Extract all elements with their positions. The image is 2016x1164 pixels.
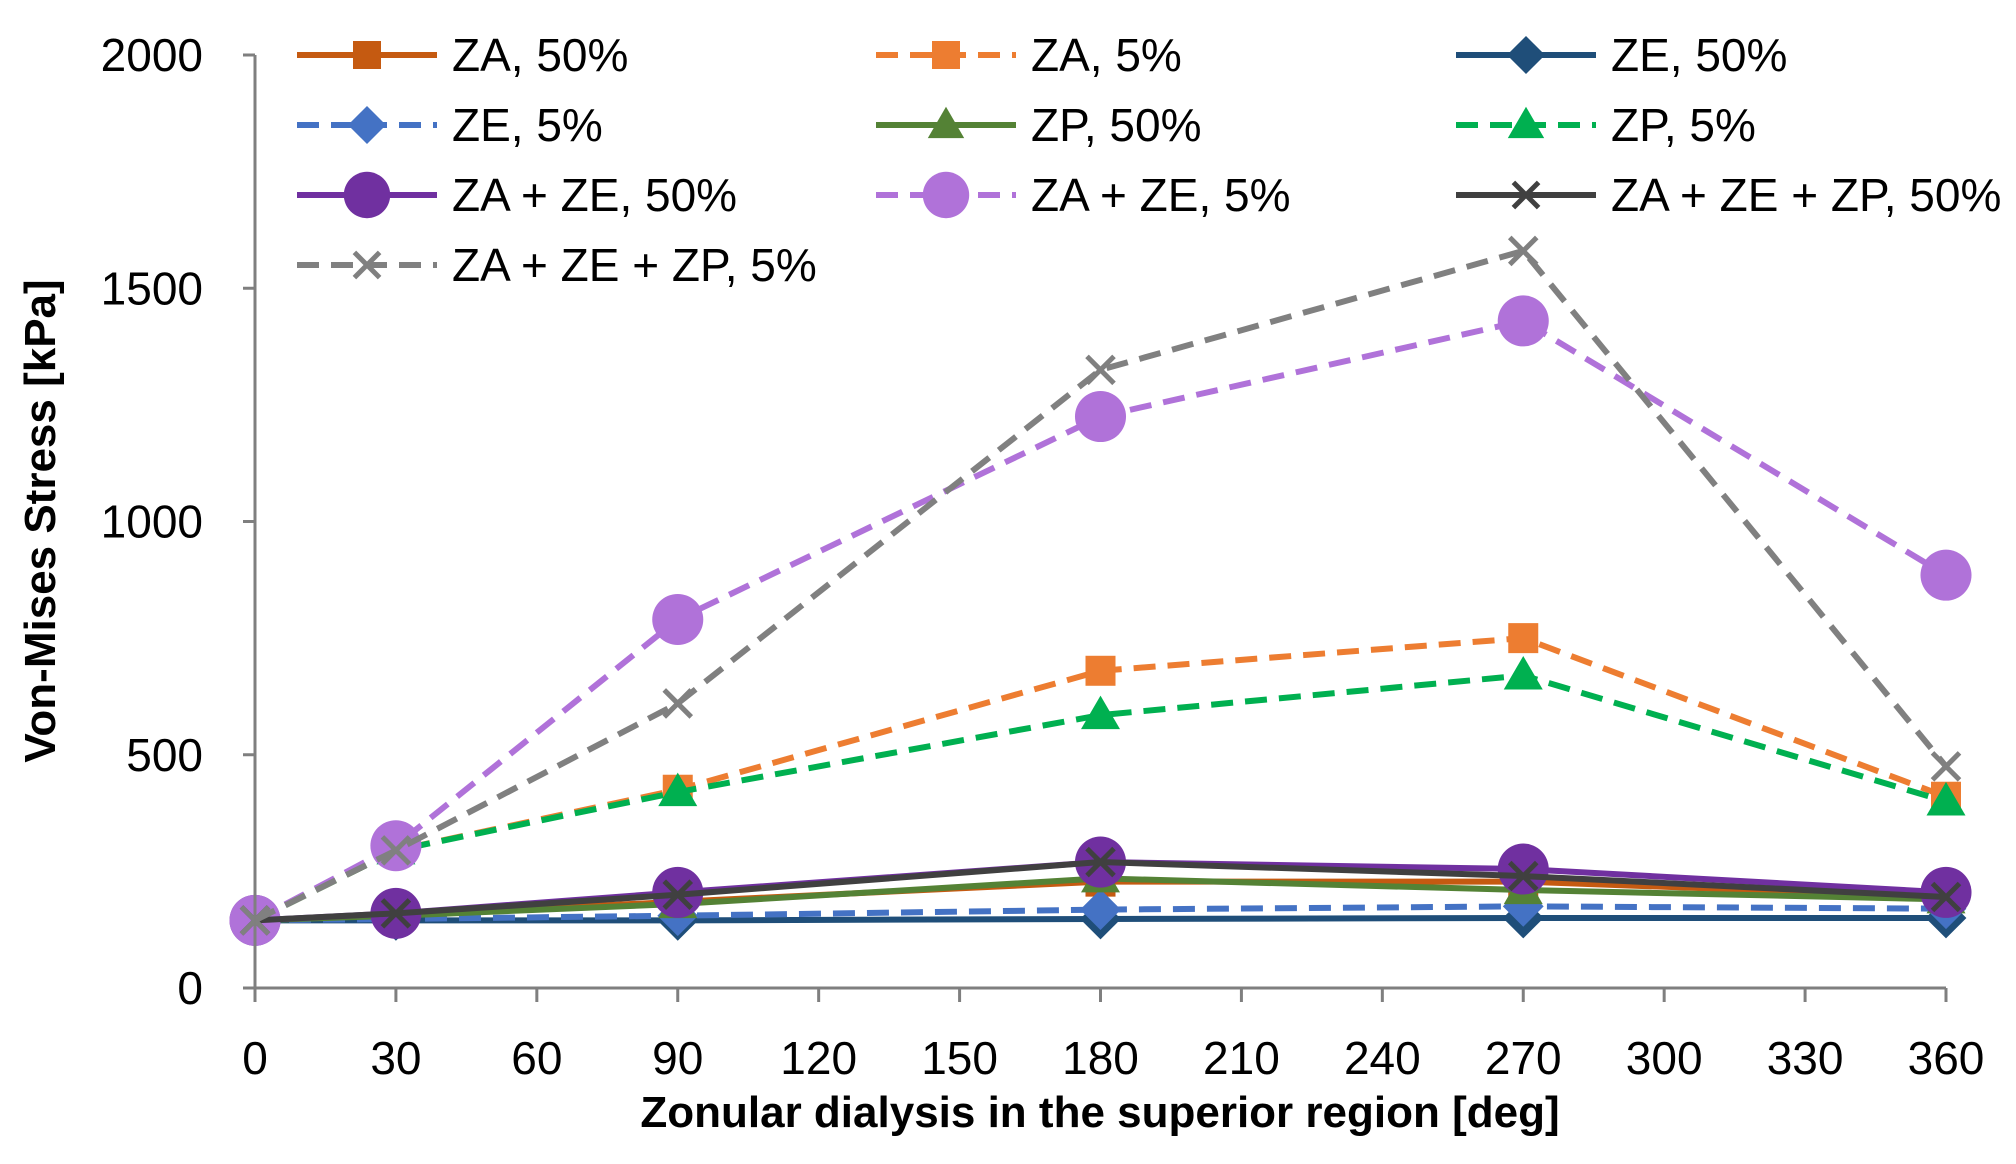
- x-tick-label: 150: [921, 1032, 998, 1084]
- legend-entry: ZA + ZE + ZP, 50%: [1456, 169, 2001, 221]
- series-line: [254, 859, 1947, 924]
- x-tick-label: 30: [370, 1032, 421, 1084]
- legend-label: ZA + ZE + ZP, 50%: [1611, 169, 2001, 221]
- data-point: [1085, 846, 1116, 878]
- legend-label: ZA, 50%: [452, 29, 628, 81]
- data-point: [1926, 781, 1966, 816]
- legend-entry: ZA, 50%: [297, 29, 628, 81]
- data-point: [1930, 751, 1962, 782]
- x-tick-label: 0: [242, 1032, 268, 1084]
- data-point: [1497, 843, 1549, 895]
- data-point: [1085, 354, 1116, 386]
- x-tick-label: 120: [780, 1032, 857, 1084]
- legend: ZA, 50% ZA, 5% ZE, 50% ZE, 5% ZP, 50% ZP, 5% Z…: [297, 29, 2001, 291]
- legend-label: ZA + ZE, 50%: [452, 169, 737, 221]
- y-tick-label: 2000: [101, 29, 203, 81]
- legend-marker: [927, 106, 965, 139]
- legend-marker: [347, 105, 387, 145]
- legend-marker: [352, 250, 382, 280]
- data-point: [658, 772, 698, 807]
- data-point: [1507, 235, 1539, 267]
- legend-marker: [932, 41, 960, 69]
- legend-entry: ZA + ZE, 5%: [876, 169, 1291, 221]
- data-point: [1074, 391, 1127, 443]
- x-tick-label: 300: [1626, 1032, 1703, 1084]
- x-tick-label: 90: [652, 1032, 703, 1084]
- legend-label: ZA + ZE, 5%: [1031, 169, 1291, 221]
- data-point: [1497, 295, 1549, 347]
- x-tick-label: 180: [1062, 1032, 1139, 1084]
- series-line: [253, 635, 1948, 924]
- y-tick-label: 1500: [101, 262, 203, 314]
- x-tick-label: 330: [1767, 1032, 1844, 1084]
- legend-label: ZE, 50%: [1611, 29, 1787, 81]
- data-point: [1503, 655, 1543, 690]
- data-point: [1508, 623, 1539, 654]
- data-point: [380, 835, 412, 866]
- legend-marker: [922, 171, 970, 219]
- legend-entry: ZP, 5%: [1456, 99, 1756, 151]
- y-tick-label: 0: [177, 962, 203, 1014]
- data-point: [370, 820, 422, 872]
- legend-marker: [343, 171, 391, 219]
- legend-entry: ZE, 50%: [1456, 29, 1787, 81]
- x-tick-label: 240: [1344, 1032, 1421, 1084]
- data-point: [380, 898, 412, 929]
- data-point: [1920, 866, 1972, 918]
- tick-labels: 0 30 60 90 120 150 180 210 240 270 300 330 360 0 500 10…: [101, 29, 1985, 1084]
- series-line: [253, 672, 1947, 924]
- data-point: [1081, 695, 1120, 730]
- legend-label: ZP, 5%: [1611, 99, 1756, 151]
- x-tick-label: 210: [1203, 1032, 1280, 1084]
- x-tick-label: 270: [1485, 1032, 1562, 1084]
- data-point: [1080, 889, 1121, 931]
- legend-label: ZE, 5%: [452, 99, 603, 151]
- x-tick-label: 360: [1908, 1032, 1985, 1084]
- series-line: [253, 317, 1948, 924]
- data-point: [1930, 881, 1962, 913]
- series-line: [253, 247, 1949, 924]
- legend-entry: ZA + ZE + ZP, 5%: [297, 239, 817, 291]
- x-axis-title: Zonular dialysis in the superior region …: [640, 1088, 1559, 1137]
- legend-label: ZP, 50%: [1031, 99, 1201, 151]
- series-za-ze-zp-5pct: [239, 235, 1962, 936]
- plot-area: [229, 235, 1972, 946]
- legend-marker: [1507, 106, 1545, 139]
- data-point: [1920, 549, 1972, 601]
- y-tick-label: 1000: [101, 496, 203, 548]
- legend-label: ZA, 5%: [1031, 29, 1182, 81]
- x-tick-label: 60: [511, 1032, 562, 1084]
- data-point: [1085, 655, 1116, 686]
- legend-label: ZA + ZE + ZP, 5%: [452, 239, 817, 291]
- data-point: [1507, 860, 1539, 892]
- y-axis-title: Von-Mises Stress [kPa]: [16, 279, 65, 762]
- legend-entry: ZE, 5%: [297, 99, 603, 151]
- data-point: [662, 688, 694, 719]
- legend-entry: ZA + ZE, 50%: [297, 169, 737, 221]
- data-point: [652, 593, 704, 645]
- legend-marker: [1511, 180, 1541, 210]
- y-tick-label: 500: [126, 729, 203, 781]
- data-point: [662, 879, 694, 910]
- legend-entry: ZP, 50%: [876, 99, 1201, 151]
- legend-marker: [1506, 35, 1546, 75]
- legend-marker: [353, 41, 381, 69]
- legend-entry: ZA, 5%: [876, 29, 1182, 81]
